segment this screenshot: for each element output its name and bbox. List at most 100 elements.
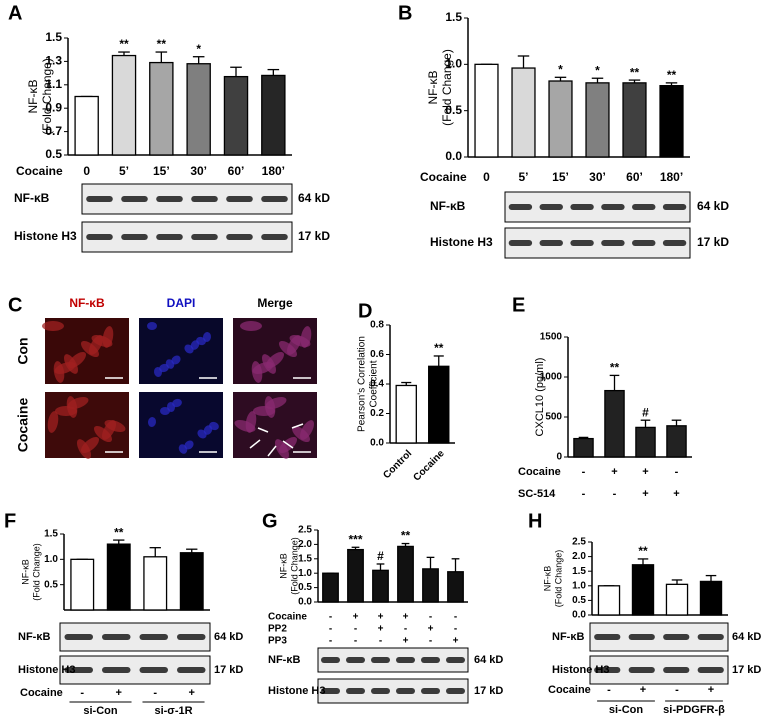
cell	[47, 411, 59, 433]
blot-label: Histone H3	[14, 229, 77, 243]
bar	[511, 67, 536, 158]
blot-band	[539, 204, 563, 210]
blot-band	[226, 234, 253, 240]
significance: *	[595, 63, 600, 77]
y-tick-label: 1.0	[445, 57, 462, 71]
blot-label: NF-κB	[268, 654, 300, 666]
blot-label: Histone H3	[18, 664, 75, 676]
bar	[395, 384, 417, 444]
y-axis-label: CXCL10 (pg/ml)	[534, 358, 546, 437]
y-tick-label: 1.5	[572, 566, 586, 577]
bar	[149, 61, 174, 156]
blot-band	[226, 196, 253, 202]
blot-frame	[317, 678, 469, 704]
bar	[447, 571, 464, 603]
blot-band	[632, 240, 656, 246]
y-axis-label: (Fold Change)	[289, 537, 299, 595]
blot-label: NF-κB	[430, 199, 466, 213]
blot-band	[139, 667, 168, 673]
condition-mark: -	[354, 624, 357, 635]
x-tick-label: 30’	[190, 164, 207, 178]
bar	[397, 545, 414, 603]
y-tick-label: 0.5	[298, 582, 312, 593]
blot-band	[663, 634, 690, 640]
significance: *	[558, 62, 563, 76]
panel-letter: H	[528, 510, 542, 532]
condition-mark: +	[673, 488, 679, 500]
blot-band	[346, 688, 365, 694]
condition-mark: -	[329, 636, 332, 647]
cell	[265, 396, 287, 410]
blot-band	[663, 667, 690, 673]
cell	[102, 326, 114, 348]
y-tick-label: 1.0	[298, 568, 312, 579]
cell	[42, 321, 64, 331]
cell	[245, 411, 257, 433]
condition-mark: +	[403, 612, 409, 623]
blot-band	[177, 667, 206, 673]
significance: #	[377, 549, 384, 563]
bar	[106, 543, 131, 611]
y-tick-label: 0.0	[572, 610, 586, 621]
blot-band	[628, 667, 655, 673]
y-axis-label: NF-κB	[26, 80, 40, 114]
blot-size: 17 kD	[298, 229, 330, 243]
bar	[186, 63, 211, 156]
blot-label: Histone H3	[430, 235, 493, 249]
blot-label: Histone H3	[268, 685, 325, 697]
blot-frame	[504, 227, 691, 259]
y-tick-label: 1.5	[445, 10, 462, 24]
blot-band	[446, 688, 465, 694]
y-tick-label: 2.5	[572, 537, 586, 548]
blot-size: 64 kD	[697, 199, 729, 213]
y-tick-label: 2.0	[572, 551, 586, 562]
condition-mark: +	[428, 624, 434, 635]
blot-band	[371, 688, 390, 694]
condition-mark: +	[378, 612, 384, 623]
bar	[631, 564, 655, 616]
arrow	[291, 423, 304, 429]
panel-letter: A	[8, 2, 22, 24]
bar	[622, 82, 647, 158]
condition-mark: +	[403, 636, 409, 647]
cell	[265, 351, 285, 369]
bar	[261, 74, 286, 156]
condition-mark: -	[675, 466, 679, 478]
x-axis-label: Cocaine	[420, 170, 467, 184]
condition-mark: +	[189, 687, 195, 699]
blot-band	[594, 634, 621, 640]
y-tick-label: 1500	[540, 332, 563, 343]
cell	[184, 440, 194, 450]
y-tick-label: 1.1	[45, 77, 62, 91]
significance: **	[119, 37, 129, 51]
y-tick-label: 1.5	[45, 30, 62, 44]
blot-frame	[317, 647, 469, 673]
y-tick-label: 0.5	[44, 579, 58, 590]
condition-mark: -	[404, 624, 407, 635]
blot-band	[139, 634, 168, 640]
cell	[171, 355, 181, 365]
y-tick-label: 2.0	[298, 539, 312, 550]
y-tick-label: 0.5	[445, 103, 462, 117]
x-tick-label: 60’	[228, 164, 245, 178]
blot-size: 64 kD	[298, 191, 330, 205]
blot-size: 17 kD	[732, 664, 761, 676]
y-tick-label: 0.8	[370, 320, 384, 331]
blot-band	[601, 240, 625, 246]
blot-band	[594, 667, 621, 673]
condition-label: PP2	[268, 624, 287, 635]
condition-mark: -	[582, 488, 586, 500]
blot-band	[321, 657, 340, 663]
cell	[67, 351, 87, 369]
blot-band	[601, 204, 625, 210]
panel-letter: F	[4, 510, 16, 532]
blot-size: 64 kD	[214, 631, 243, 643]
condition-mark: +	[642, 466, 648, 478]
group-label: si-σ-1R	[154, 705, 192, 716]
blot-label: NF-κB	[552, 631, 584, 643]
x-tick-label: 180’	[660, 170, 683, 184]
blot-band	[86, 196, 113, 202]
x-tick-label: 5’	[518, 170, 528, 184]
y-axis-label: (Fold Change)	[553, 550, 563, 608]
x-tick-label: Control	[381, 448, 414, 481]
